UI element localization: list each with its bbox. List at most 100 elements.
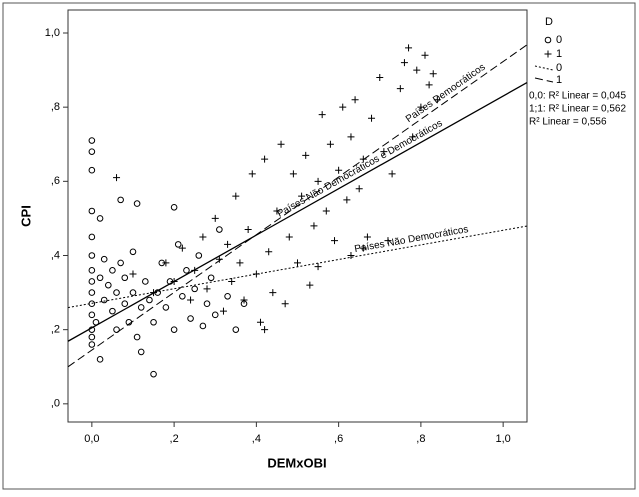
- point: [207, 274, 215, 282]
- point: [314, 177, 322, 185]
- point: [133, 200, 141, 207]
- point: [298, 192, 306, 200]
- x-tick-label: ,2: [170, 433, 179, 445]
- point: [368, 114, 376, 122]
- point: [88, 148, 96, 155]
- point: [146, 296, 153, 304]
- legend-label: 1: [556, 48, 562, 60]
- r2-label: 0,0: R² Linear = 0,045: [529, 91, 626, 102]
- point: [256, 318, 264, 326]
- point: [359, 244, 367, 252]
- legend-title: D: [545, 16, 553, 28]
- point: [318, 111, 326, 119]
- point: [273, 207, 281, 215]
- point: [232, 192, 240, 200]
- point: [219, 307, 227, 315]
- point: [191, 285, 198, 293]
- point: [113, 174, 121, 182]
- point: [88, 252, 96, 259]
- point: [331, 237, 339, 245]
- point: [433, 96, 441, 104]
- point: [121, 274, 129, 282]
- point: [224, 240, 232, 248]
- point: [150, 318, 157, 326]
- x-tick-label: ,8: [416, 433, 425, 445]
- point: [281, 300, 289, 308]
- point: [306, 281, 314, 289]
- point: [400, 59, 408, 67]
- point: [183, 267, 190, 274]
- point: [133, 333, 141, 341]
- point: [88, 137, 96, 144]
- point: [396, 85, 404, 93]
- point: [162, 304, 170, 311]
- fit-line: [67, 82, 528, 342]
- point: [269, 289, 277, 297]
- point: [261, 155, 269, 163]
- point: [429, 70, 437, 78]
- point: [105, 281, 112, 289]
- point: [294, 259, 301, 267]
- point: [413, 66, 421, 74]
- point: [187, 315, 194, 322]
- point: [326, 140, 334, 148]
- y-tick-label: ,8: [51, 101, 60, 113]
- point: [248, 170, 256, 178]
- point: [88, 166, 96, 174]
- point: [384, 237, 392, 245]
- point: [96, 356, 104, 363]
- point: [216, 226, 223, 233]
- point: [117, 259, 124, 267]
- point: [187, 296, 195, 304]
- point: [211, 311, 219, 319]
- y-tick-label: 1,0: [45, 27, 60, 39]
- point: [355, 185, 363, 193]
- point: [322, 207, 330, 215]
- fit-line: [67, 44, 528, 368]
- point: [109, 267, 116, 274]
- point: [195, 252, 203, 259]
- point: [88, 289, 96, 296]
- r2-label: R² Linear = 0,556: [529, 117, 607, 128]
- point: [228, 277, 236, 285]
- x-tick-label: 1,0: [495, 433, 510, 445]
- point: [302, 151, 310, 159]
- point: [335, 166, 343, 174]
- point: [388, 170, 396, 178]
- point: [236, 259, 244, 267]
- point: [211, 214, 219, 222]
- y-tick-label: ,4: [51, 249, 60, 261]
- point: [405, 44, 413, 52]
- y-tick-label: ,2: [51, 324, 60, 336]
- x-tick-label: ,4: [252, 433, 261, 445]
- y-tick-label: ,0: [51, 398, 60, 410]
- point: [347, 133, 355, 141]
- point: [199, 322, 207, 330]
- point: [117, 196, 124, 204]
- point: [88, 267, 96, 274]
- point: [265, 248, 273, 256]
- legend-marker: [544, 36, 552, 44]
- point: [314, 263, 322, 271]
- point: [376, 73, 384, 81]
- point: [88, 311, 96, 319]
- point: [137, 348, 145, 356]
- point: [244, 226, 252, 234]
- legend-label: 0: [556, 62, 562, 74]
- point: [179, 292, 186, 300]
- point: [203, 300, 211, 308]
- x-tick-label: ,6: [334, 433, 343, 445]
- y-axis-title: CPI: [18, 205, 33, 227]
- point: [417, 103, 425, 111]
- point: [150, 370, 157, 378]
- point: [199, 233, 207, 241]
- point: [178, 244, 186, 252]
- point: [289, 170, 297, 178]
- point: [88, 333, 96, 341]
- point: [285, 233, 293, 241]
- point: [310, 222, 318, 230]
- point: [137, 304, 145, 311]
- fit-line: [67, 225, 528, 309]
- point: [142, 278, 149, 285]
